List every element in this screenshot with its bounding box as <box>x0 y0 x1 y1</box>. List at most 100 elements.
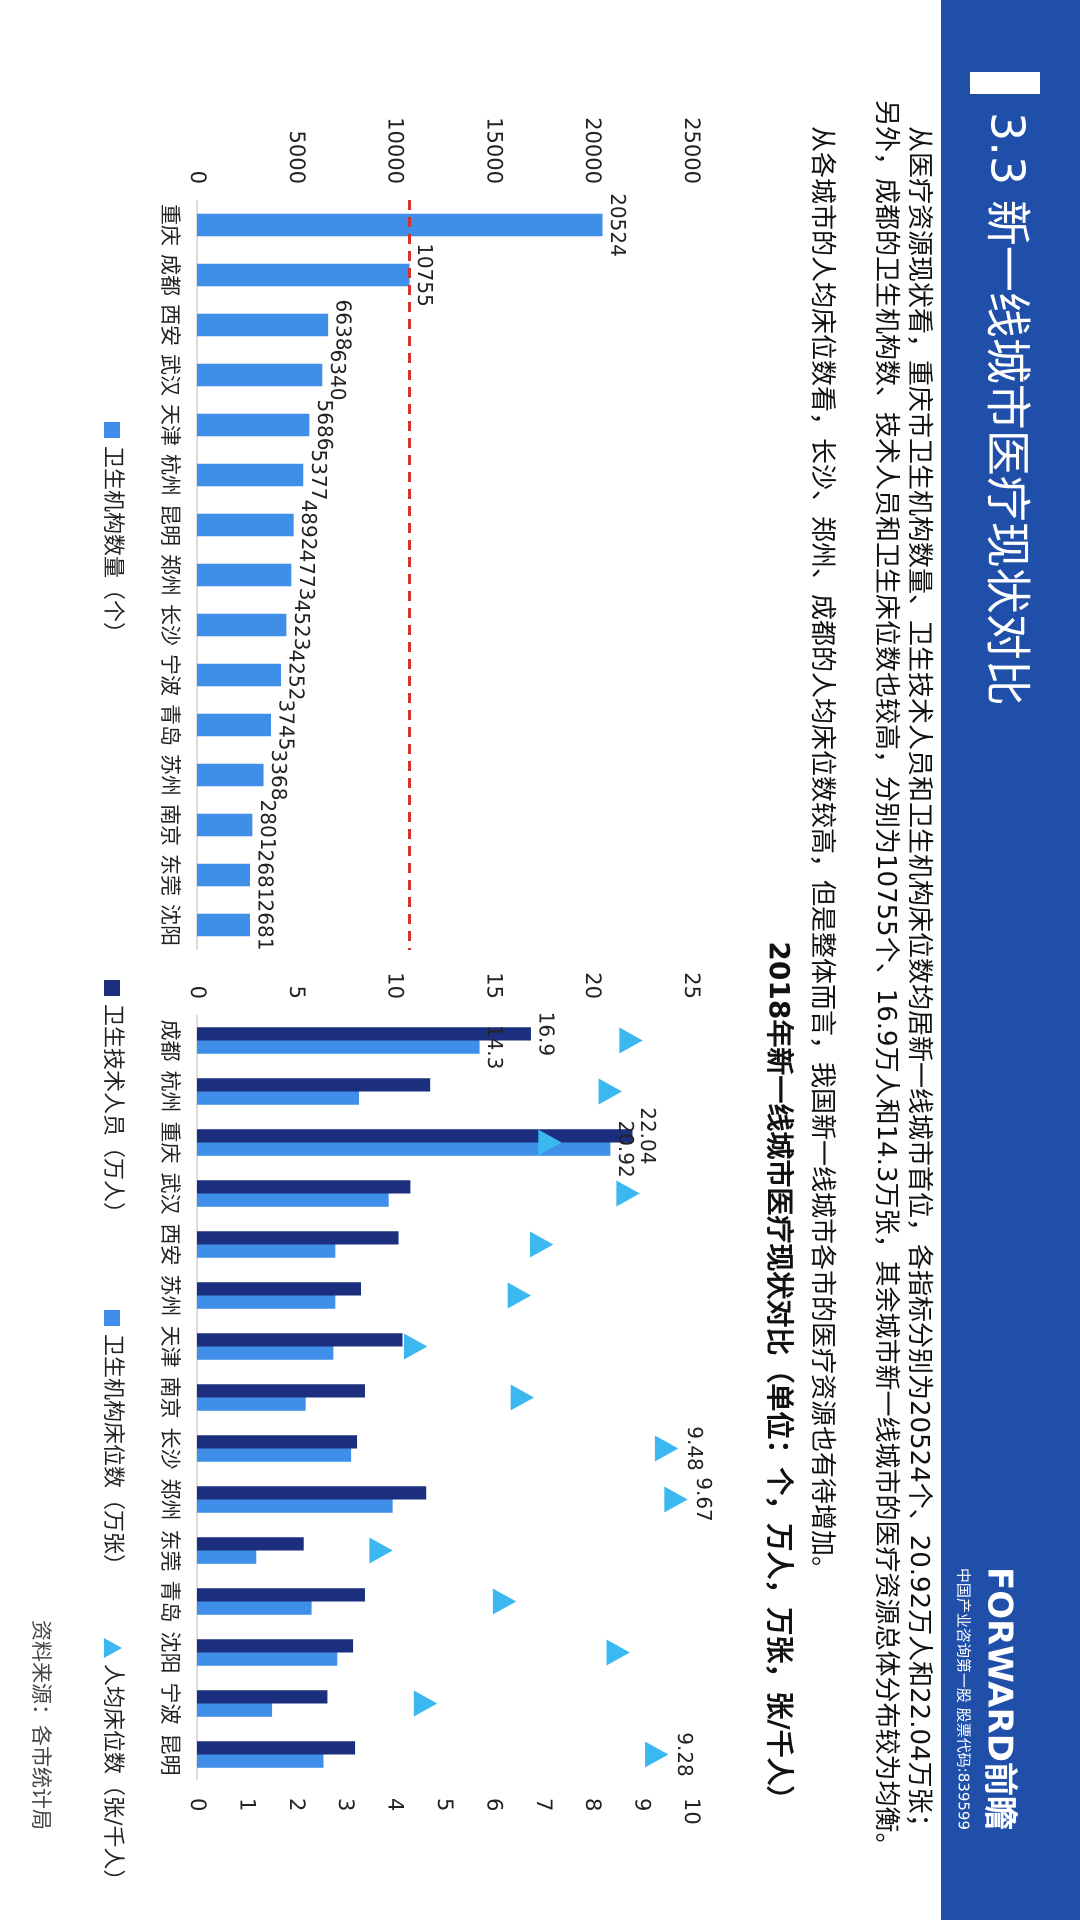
triangle-marker <box>369 1537 393 1564</box>
x-tick-label: 杭州 <box>158 454 182 496</box>
y-tick-label: 20 <box>581 972 605 999</box>
y2-tick-label: 4 <box>384 1798 408 1811</box>
bar <box>197 1639 354 1653</box>
triangle-marker <box>598 1078 622 1105</box>
y2-tick-label: 7 <box>532 1798 556 1811</box>
x-tick-label: 宁波 <box>158 654 182 696</box>
data-label: 3368 <box>267 750 291 801</box>
bar <box>197 1652 338 1666</box>
bar <box>197 1435 358 1449</box>
source: 资料来源：各市统计局 <box>29 1620 53 1830</box>
x-tick-label: 重庆 <box>158 204 182 246</box>
triangle-marker <box>664 1486 688 1513</box>
legend-label: 卫生机构床位数（万张） <box>100 1334 125 1576</box>
bar <box>197 1690 328 1704</box>
y-tick-label: 5 <box>285 986 309 999</box>
data-label: 6638 <box>332 300 356 351</box>
legend-label: 人均床位数（张/千人） <box>100 1664 125 1891</box>
triangle-marker <box>510 1384 535 1411</box>
triangle-marker <box>507 1282 532 1309</box>
y-tick-label: 20000 <box>581 117 605 184</box>
bar <box>197 1180 411 1194</box>
x-tick-label: 郑州 <box>158 1479 182 1521</box>
y-tick-label: 0 <box>186 171 210 184</box>
triangle-marker <box>654 1435 679 1462</box>
x-tick-label: 南京 <box>158 804 182 846</box>
x-tick-label: 成都 <box>158 1020 182 1062</box>
x-tick-label: 西安 <box>158 1224 182 1266</box>
x-tick-label: 沈阳 <box>158 1632 182 1674</box>
data-label: 4892 <box>297 500 321 551</box>
y2-tick-label: 3 <box>334 1798 358 1811</box>
bar <box>197 1486 427 1500</box>
bar <box>196 1397 306 1411</box>
y-tick-label: 5000 <box>285 131 309 184</box>
bar <box>197 713 272 737</box>
x-tick-label: 昆明 <box>158 504 182 546</box>
tagline: 中国产业咨询第一股 股票代码:839599 <box>955 1568 973 1830</box>
bar <box>197 1384 365 1398</box>
bar <box>197 1499 393 1513</box>
x-tick-label: 长沙 <box>158 1428 182 1470</box>
y-tick-label: 15000 <box>482 117 506 184</box>
data-label: 20.92 <box>614 1120 638 1177</box>
bar <box>196 1027 531 1041</box>
bar <box>197 763 264 787</box>
bar <box>196 1537 304 1551</box>
x-tick-label: 成都 <box>158 254 182 296</box>
data-label: 9.28 <box>673 1732 697 1777</box>
data-label: 4523 <box>290 600 314 651</box>
triangle-marker <box>538 1129 562 1156</box>
chart-title: 2018年新一线城市医疗现状对比（单位：个，万人，万张，张/千人） <box>763 941 796 1813</box>
triangle-marker <box>529 1231 554 1258</box>
page-title: 3.3 新一线城市医疗现状对比 <box>981 112 1035 706</box>
legend-swatch <box>104 1638 122 1658</box>
title-marker <box>970 72 1040 94</box>
data-label: 9.48 <box>683 1426 707 1471</box>
x-tick-label: 武汉 <box>158 1173 182 1215</box>
data-label: 20524 <box>606 193 630 257</box>
triangle-marker <box>645 1741 669 1768</box>
x-tick-label: 重庆 <box>158 1122 182 1164</box>
data-label: 5686 <box>313 400 337 451</box>
data-label: 16.9 <box>534 1012 558 1057</box>
legend-label: 卫生技术人员（万人） <box>100 1004 125 1224</box>
y-tick-label: 0 <box>186 986 210 999</box>
data-label: 4252 <box>285 650 309 701</box>
bar <box>196 1091 360 1105</box>
triangle-marker <box>413 1690 438 1717</box>
x-tick-label: 苏州 <box>158 1275 182 1317</box>
bar <box>196 563 292 587</box>
logo: FORWARD前瞻 <box>980 1567 1020 1830</box>
x-tick-label: 青岛 <box>158 1581 182 1623</box>
bar <box>196 363 323 387</box>
bar <box>196 313 329 337</box>
x-tick-label: 南京 <box>158 1377 182 1419</box>
bar <box>197 263 410 287</box>
x-tick-label: 西安 <box>158 304 182 346</box>
y-tick-label: 15 <box>482 972 506 999</box>
bar <box>197 1282 362 1296</box>
triangle-marker <box>619 1027 643 1054</box>
triangle-marker <box>403 1333 428 1360</box>
x-tick-label: 东莞 <box>158 854 182 896</box>
bar <box>197 1588 365 1602</box>
bar <box>197 663 282 687</box>
triangle-marker <box>606 1639 630 1666</box>
triangle-marker <box>492 1588 517 1615</box>
y2-tick-label: 9 <box>631 1798 655 1811</box>
bar <box>197 863 250 887</box>
x-tick-label: 苏州 <box>158 754 182 796</box>
legend-swatch <box>104 422 120 438</box>
y2-tick-label: 6 <box>482 1798 506 1811</box>
x-tick-label: 郑州 <box>158 554 182 596</box>
bar <box>197 1193 389 1207</box>
bar <box>197 1231 399 1245</box>
bar <box>197 813 253 837</box>
x-tick-label: 杭州 <box>158 1071 182 1113</box>
y2-tick-label: 1 <box>235 1798 259 1811</box>
x-tick-label: 昆明 <box>158 1734 182 1776</box>
